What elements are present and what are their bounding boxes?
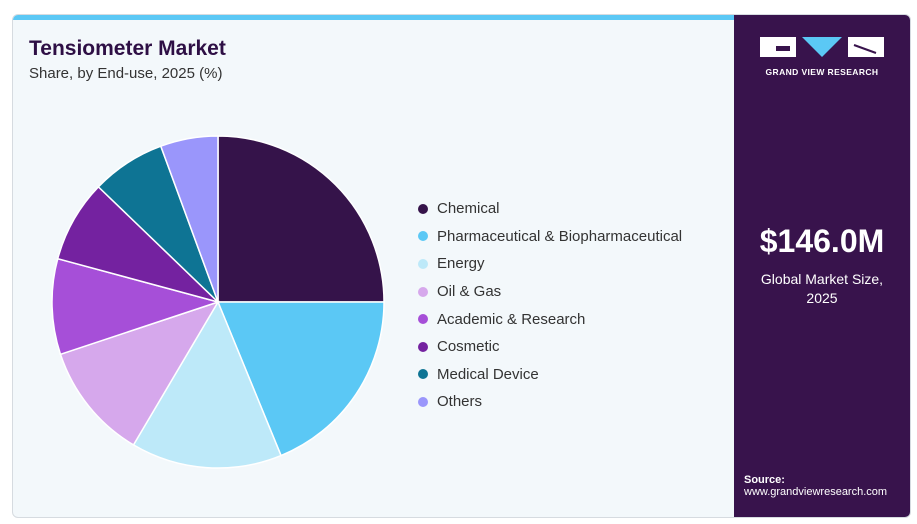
legend-label: Energy [437, 255, 485, 273]
legend-dot-icon [418, 341, 428, 352]
chart-card: Tensiometer Market Share, by End-use, 20… [12, 14, 911, 518]
caption-line-1: Global Market Size, [760, 271, 884, 287]
legend-label: Chemical [437, 200, 500, 218]
pie-slice-chemical [217, 135, 385, 303]
legend-dot-icon [418, 258, 428, 269]
grand-view-research-logo [760, 37, 884, 57]
legend-label: Cosmetic [437, 338, 500, 356]
pie-slice-energy [132, 300, 283, 469]
legend-label: Pharmaceutical & Biopharmaceutical [437, 227, 683, 245]
legend-item: Energy [418, 250, 682, 278]
legend-item: Others [418, 388, 682, 416]
pie-slice-oil-gas [59, 300, 220, 446]
legend-item: Academic & Research [418, 305, 682, 333]
pie-slice-academic-research [51, 257, 221, 356]
market-size-value: $146.0M [759, 223, 885, 259]
legend-label: Medical Device [437, 365, 539, 383]
pie-slice-others [159, 135, 219, 303]
legend-dot-icon [418, 203, 428, 214]
market-size-caption: Global Market Size, 2025 [734, 270, 910, 308]
legend-item: Chemical [418, 195, 682, 223]
source-url[interactable]: www.grandviewresearch.com [744, 486, 888, 498]
caption-line-2: 2025 [806, 290, 838, 306]
legend-dot-icon [418, 396, 428, 407]
legend-dot-icon [418, 231, 428, 242]
legend-dot-icon [418, 286, 428, 297]
chart-title: Tensiometer Market [29, 37, 226, 60]
legend-item: Oil & Gas [418, 278, 682, 306]
legend-item: Cosmetic [418, 333, 682, 361]
source: Source: www.grandviewresearch.com [744, 474, 887, 498]
legend-label: Academic & Research [437, 310, 586, 328]
legend-item: Pharmaceutical & Biopharmaceutical [418, 223, 682, 251]
accent-bar [13, 15, 734, 20]
legend-dot-icon [418, 314, 428, 325]
brand-name: GRAND VIEW RESEARCH [765, 67, 879, 77]
legend-label: Others [437, 393, 483, 411]
chart-subtitle: Share, by End-use, 2025 (%) [29, 65, 223, 82]
summary-panel: GRAND VIEW RESEARCH $146.0M Global Marke… [734, 15, 910, 517]
legend-item: Medical Device [418, 361, 682, 389]
source-label: Source: [744, 474, 785, 486]
pie-slice-pharmaceutical-biopharmaceutical [216, 301, 385, 457]
legend-dot-icon [418, 369, 428, 380]
legend: Chemical Pharmaceutical & Biopharmaceutic… [418, 195, 682, 416]
pie-chart [51, 135, 385, 469]
legend-label: Oil & Gas [437, 283, 502, 301]
